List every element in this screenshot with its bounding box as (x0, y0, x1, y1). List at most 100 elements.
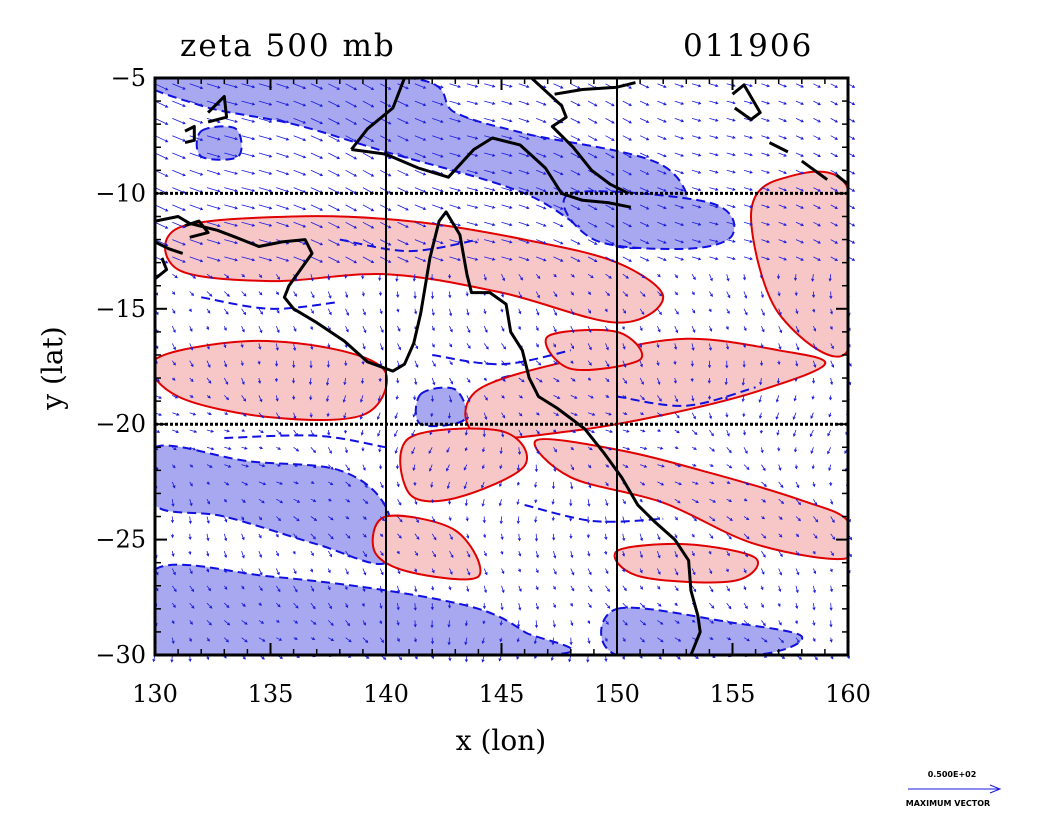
wind-vector (813, 187, 821, 192)
wind-vector (622, 256, 632, 262)
wind-vector (743, 602, 748, 610)
wind-vector (449, 100, 461, 106)
grid-layer (155, 78, 848, 655)
wind-vector (276, 187, 290, 193)
wind-vector (518, 308, 522, 315)
wind-vector (327, 343, 331, 349)
wind-vector (501, 169, 513, 175)
wind-vector (691, 585, 697, 593)
wind-vector (622, 464, 629, 468)
wind-vector (189, 394, 194, 398)
wind-vector (743, 152, 753, 157)
wind-vector (189, 169, 204, 176)
wind-vector (310, 498, 317, 502)
wind-vector (188, 516, 192, 525)
wind-vector (674, 412, 680, 419)
wind-vector (657, 204, 667, 210)
wind-vector (553, 83, 564, 89)
wind-vector (639, 221, 650, 227)
wind-vector (206, 585, 211, 592)
wind-vector (622, 429, 630, 433)
wind-vector (482, 603, 486, 610)
wind-vector (206, 533, 210, 542)
wind-vector (518, 603, 522, 611)
wind-vector (569, 602, 573, 607)
wind-vector (206, 481, 210, 485)
wind-vector (484, 239, 496, 244)
chart-date-stamp: 011906 (683, 28, 814, 64)
wind-vector (605, 464, 610, 468)
wind-vector (536, 239, 547, 245)
x-tick-label: 155 (710, 680, 756, 708)
wind-vector (483, 533, 487, 539)
wind-vector (483, 568, 488, 576)
wind-vector (761, 550, 766, 558)
wind-vector (657, 568, 661, 575)
wind-vector (691, 325, 696, 333)
wind-vector (741, 377, 745, 386)
wind-vector (275, 343, 279, 351)
positive-vorticity-region (371, 514, 482, 581)
wind-vector (428, 447, 433, 454)
wind-vector (241, 169, 256, 175)
wind-vector (465, 603, 469, 608)
wind-vector (328, 100, 341, 108)
wind-vector (674, 325, 679, 334)
wind-vector (639, 412, 645, 415)
wind-vector (464, 499, 468, 507)
wind-vector (412, 274, 416, 282)
wind-vector (553, 239, 564, 245)
wind-vector (813, 100, 821, 106)
wind-vector (778, 239, 787, 244)
wind-vector (587, 637, 591, 645)
wind-vector (570, 620, 574, 627)
wind-vector (224, 83, 239, 89)
wind-vector (481, 499, 485, 507)
wind-vector (535, 447, 540, 455)
wind-vector (553, 325, 557, 333)
wind-vector (639, 291, 646, 297)
wind-vector (189, 256, 204, 263)
wind-vector (708, 308, 712, 313)
wind-vector (466, 118, 479, 123)
wind-vector (449, 360, 453, 366)
wind-vector (709, 100, 719, 105)
wind-vector (726, 637, 732, 641)
wind-vector (206, 395, 211, 399)
y-axis-title: y (lat) (36, 326, 69, 410)
wind-vector (535, 602, 539, 610)
wind-vector (743, 568, 747, 574)
wind-vector (551, 481, 556, 490)
wind-vector (379, 498, 386, 506)
wind-vector (224, 273, 230, 279)
wind-vector (241, 187, 256, 192)
wind-vector (777, 291, 781, 297)
wind-vector (465, 412, 470, 421)
wind-vector (709, 274, 713, 282)
wind-vector (188, 637, 192, 643)
wind-vector (241, 464, 249, 468)
wind-vector (639, 256, 650, 262)
wind-vector (361, 360, 365, 365)
wind-vector (708, 550, 712, 555)
wind-vector (726, 221, 736, 226)
wind-vector (656, 343, 660, 349)
wind-vector (811, 395, 815, 400)
wind-vector (206, 637, 210, 642)
wind-vector (691, 239, 702, 243)
wind-vector (344, 360, 348, 367)
wind-vector (518, 291, 523, 299)
wind-vector (394, 447, 398, 454)
wind-vector (172, 377, 176, 381)
wind-vector (397, 256, 409, 263)
wind-vector (691, 152, 702, 157)
wind-vector (570, 273, 575, 278)
wind-vector (397, 135, 409, 142)
wind-vector (449, 83, 461, 88)
wind-vector (241, 100, 256, 106)
wind-vector (778, 221, 787, 226)
wind-vector (742, 429, 747, 436)
wind-vector (189, 239, 204, 245)
y-tick-label: −10 (95, 179, 146, 207)
wind-vector (535, 343, 539, 348)
